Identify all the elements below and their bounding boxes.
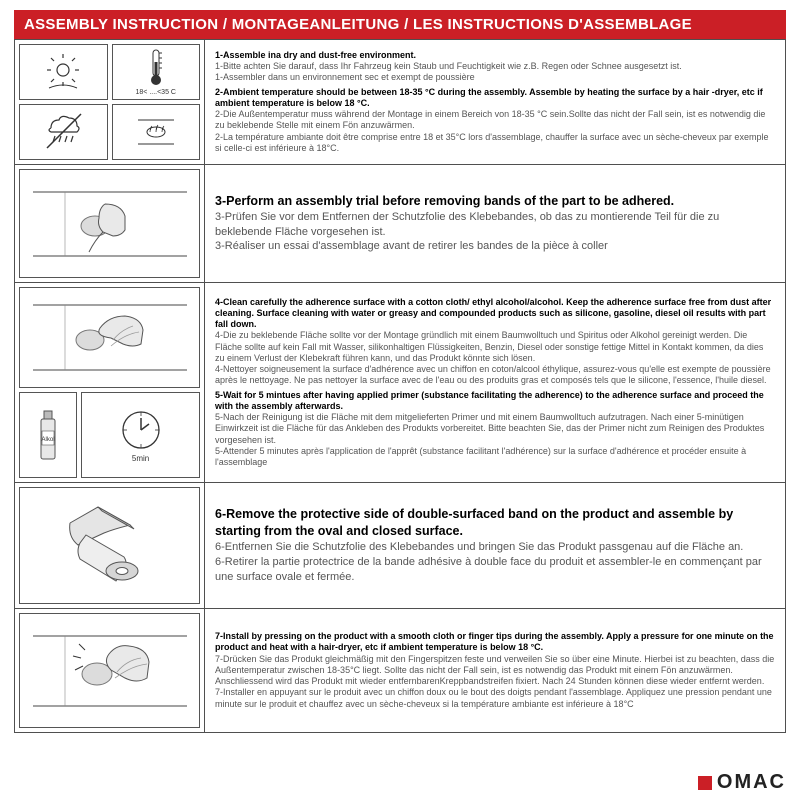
illustration-2: [15, 165, 205, 282]
step-4-bold: 4-Clean carefully the adherence surface …: [215, 297, 775, 331]
step-3-de: 3-Prüfen Sie vor dem Entfernen der Schut…: [215, 210, 775, 240]
sun-icon: [19, 44, 108, 100]
illustration-5: [15, 609, 205, 732]
text-row-4: 6-Remove the protective side of double-s…: [205, 483, 785, 608]
step-4-de: 4-Die zu beklebende Fläche sollte vor de…: [215, 330, 775, 364]
step-6-bold: 6-Remove the protective side of double-s…: [215, 506, 775, 540]
step-3-bold: 3-Perform an assembly trial before remov…: [215, 193, 775, 210]
step-1-fr: 1-Assembler dans un environnement sec et…: [215, 72, 775, 83]
alcohol-bottle-icon: Alkol: [19, 392, 77, 478]
instruction-rows: 18< ....<35 C 1-Assemble ina dry and dus…: [14, 39, 786, 768]
step-6-fr: 6-Retirer la partie protectrice de la ba…: [215, 555, 775, 585]
clock-label: 5min: [132, 454, 149, 463]
clean-surface-icon: [19, 287, 200, 388]
wait-5min-icon: 5min: [81, 392, 200, 478]
step-1-bold: 1-Assemble ina dry and dust-free environ…: [215, 50, 775, 61]
illustration-4: [15, 483, 205, 608]
step-4-fr: 4-Nettoyer soigneusement la surface d'ad…: [215, 364, 775, 387]
brand-footer: OMAC: [14, 771, 786, 794]
page-title: ASSEMBLY INSTRUCTION / MONTAGEANLEITUNG …: [14, 10, 786, 39]
instruction-row-1: 18< ....<35 C 1-Assemble ina dry and dus…: [14, 39, 786, 165]
step-2-bold: 2-Ambient temperature should be between …: [215, 87, 775, 110]
text-row-5: 7-Install by pressing on the product wit…: [205, 609, 785, 732]
step-5-fr: 5-Attender 5 minutes après l'application…: [215, 446, 775, 469]
peel-tape-icon: [19, 487, 200, 604]
no-rain-icon: [19, 104, 108, 160]
step-5-bold: 5-Wait for 5 mintues after having applie…: [215, 390, 775, 413]
temp-range-label: 18< ....<35 C: [136, 89, 176, 96]
instruction-row-3: Alkol 5min 4-Clean carefully the adheren…: [14, 283, 786, 483]
instruction-row-2: 3-Perform an assembly trial before remov…: [14, 165, 786, 283]
step-7-bold: 7-Install by pressing on the product wit…: [215, 631, 775, 654]
heat-surface-icon: [112, 104, 201, 160]
text-row-2: 3-Perform an assembly trial before remov…: [205, 165, 785, 282]
text-row-3: 4-Clean carefully the adherence surface …: [205, 283, 785, 482]
step-1-de: 1-Bitte achten Sie darauf, dass Ihr Fahr…: [215, 61, 775, 72]
step-3-fr: 3-Réaliser un essai d'assemblage avant d…: [215, 239, 775, 254]
trial-fit-icon: [19, 169, 200, 278]
illustration-1: 18< ....<35 C: [15, 40, 205, 164]
step-7-fr: 7-Installer en appuyant sur le produit a…: [215, 687, 775, 710]
step-7-de: 7-Drücken Sie das Produkt gleichmäßig mi…: [215, 654, 775, 688]
press-install-icon: [19, 613, 200, 728]
step-2-de: 2-Die Außentemperatur muss während der M…: [215, 109, 775, 132]
instruction-row-4: 6-Remove the protective side of double-s…: [14, 483, 786, 609]
step-6-de: 6-Entfernen Sie die Schutzfolie des Kleb…: [215, 540, 775, 555]
illustration-3: Alkol 5min: [15, 283, 205, 482]
thermometer-icon: 18< ....<35 C: [112, 44, 201, 100]
alcohol-label: Alkol: [42, 437, 55, 443]
brand-name: OMAC: [717, 771, 786, 794]
text-row-1: 1-Assemble ina dry and dust-free environ…: [205, 40, 785, 164]
brand-square-icon: [698, 776, 712, 790]
step-2-fr: 2-La température ambiante doit être comp…: [215, 132, 775, 155]
instruction-row-5: 7-Install by pressing on the product wit…: [14, 609, 786, 733]
step-5-de: 5-Nach der Reinigung ist die Fläche mit …: [215, 412, 775, 446]
